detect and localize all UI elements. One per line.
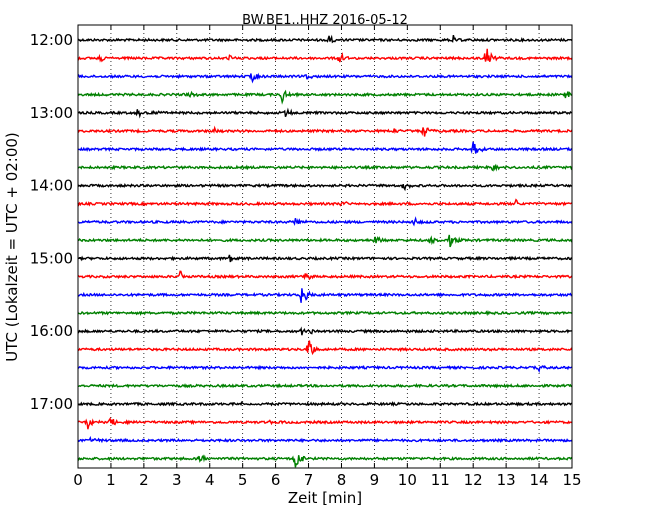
x-tick-label: 9 (370, 471, 380, 489)
seismic-trace (77, 340, 573, 356)
seismic-trace (77, 435, 573, 444)
plot-frame (77, 24, 573, 469)
seismic-trace (77, 254, 573, 263)
seismic-trace (77, 364, 573, 374)
x-tick-label: 15 (562, 471, 581, 489)
seismic-trace (77, 416, 573, 430)
y-tick-label: 14:00 (30, 177, 73, 195)
x-tick-label: 5 (238, 471, 248, 489)
trace-group (77, 34, 573, 468)
seismic-trace (77, 310, 573, 317)
x-tick-label: 6 (271, 471, 281, 489)
seismic-trace (77, 163, 573, 172)
grid-lines (110, 25, 540, 468)
y-tick-label: 12:00 (30, 31, 73, 49)
y-tick-label: 17:00 (30, 395, 73, 413)
x-axis-ticks: 0 1 2 3 4 5 6 7 8 9 10 11 12 13 14 15 (73, 25, 582, 489)
seismic-trace (77, 107, 573, 119)
x-tick-label: 2 (139, 471, 149, 489)
seismic-trace (77, 383, 573, 389)
y-tick-label: 15:00 (30, 249, 73, 267)
x-tick-label: 0 (73, 471, 83, 489)
seismic-trace (77, 234, 573, 248)
x-tick-label: 14 (530, 471, 549, 489)
seismic-trace (77, 48, 573, 63)
y-axis-ticks: 12:00 13:00 14:00 15:00 16:00 17:00 (30, 31, 83, 413)
y-axis-label: UTC (Lokalzeit = UTC + 02:00) (3, 132, 21, 362)
seismic-trace (77, 326, 573, 336)
seismic-trace (77, 454, 573, 468)
seismic-trace (77, 216, 573, 227)
x-axis-label: Zeit [min] (288, 489, 362, 507)
seismic-trace (77, 89, 573, 105)
x-tick-label: 4 (205, 471, 215, 489)
x-tick-label: 7 (304, 471, 314, 489)
x-tick-label: 11 (431, 471, 450, 489)
x-tick-label: 13 (497, 471, 516, 489)
x-tick-label: 8 (337, 471, 347, 489)
seismic-trace (77, 198, 573, 207)
x-tick-label: 10 (398, 471, 417, 489)
x-tick-label: 12 (464, 471, 483, 489)
x-tick-label: 1 (106, 471, 116, 489)
chart-title: BW.BE1..HHZ 2016-05-12 (242, 13, 408, 28)
seismic-trace (78, 400, 573, 408)
x-tick-label: 3 (172, 471, 182, 489)
y-tick-label: 16:00 (30, 322, 73, 340)
seismic-trace (77, 125, 573, 137)
seismic-trace (77, 288, 573, 303)
seismic-trace (77, 34, 573, 44)
seismic-trace (77, 141, 573, 154)
y-tick-label: 13:00 (30, 104, 73, 122)
seismic-trace (77, 72, 573, 84)
seismic-trace (77, 182, 573, 192)
seismic-trace (77, 270, 573, 281)
